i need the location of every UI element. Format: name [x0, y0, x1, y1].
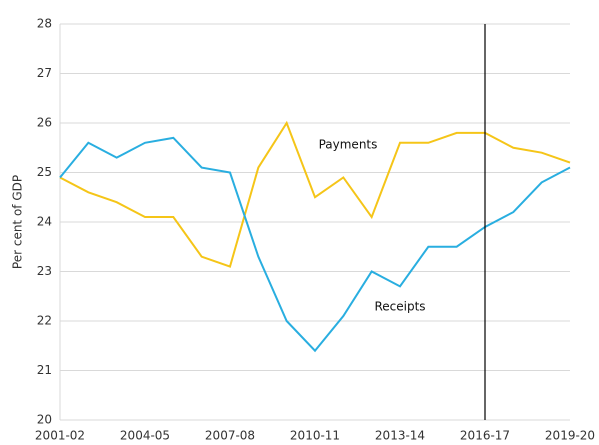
x-tick-label: 2013-14	[375, 429, 425, 443]
y-tick-label: 28	[37, 17, 52, 31]
x-tick-label: 2007-08	[205, 429, 255, 443]
series-line	[59, 120, 571, 268]
y-tick-label: 21	[37, 363, 52, 377]
y-tick-label: 27	[37, 66, 52, 80]
y-axis-label: Per cent of GDP	[11, 175, 25, 269]
x-tick-label: 2001-02	[35, 429, 85, 443]
y-tick-label: 26	[37, 116, 52, 130]
y-tick-label: 20	[37, 413, 52, 427]
x-tick-label: 2019-20	[545, 429, 595, 443]
y-tick-label: 25	[37, 165, 52, 179]
y-tick-label: 23	[37, 264, 52, 278]
series-label: Payments	[319, 138, 378, 152]
y-tick-label: 22	[37, 314, 52, 328]
x-tick-label: 2004-05	[120, 429, 170, 443]
series-line	[59, 136, 571, 353]
x-tick-label: 2016-17	[460, 429, 510, 443]
y-tick-label: 24	[37, 215, 52, 229]
x-tick-label: 2010-11	[290, 429, 340, 443]
series-label: Receipts	[374, 300, 425, 314]
